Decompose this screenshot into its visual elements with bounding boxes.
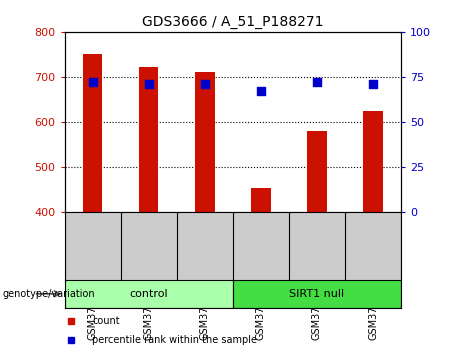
Text: percentile rank within the sample: percentile rank within the sample [92,335,257,345]
Bar [251,188,271,212]
Point [257,88,265,94]
Text: SIRT1 null: SIRT1 null [290,289,344,299]
Title: GDS3666 / A_51_P188271: GDS3666 / A_51_P188271 [142,16,324,29]
Bar [307,131,327,212]
Text: count: count [92,316,120,326]
Bar [195,72,214,212]
Bar [83,55,102,212]
Point [145,81,152,87]
Point [89,80,96,85]
Point [369,81,377,87]
Text: control: control [130,289,168,299]
Bar [139,67,159,212]
Bar [233,280,401,308]
Bar [65,280,233,308]
Bar [363,111,383,212]
Text: genotype/variation: genotype/variation [2,289,95,299]
Point [313,80,321,85]
Point [201,81,208,87]
